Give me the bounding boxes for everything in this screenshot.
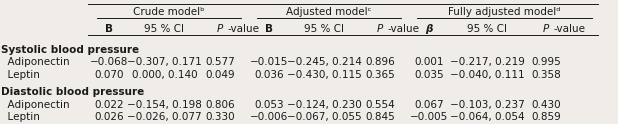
Text: Leptin: Leptin (1, 70, 40, 80)
Text: -value: -value (387, 24, 419, 34)
Text: Adjusted modelᶜ: Adjusted modelᶜ (286, 7, 372, 17)
Text: 95 % CI: 95 % CI (467, 24, 507, 34)
Text: −0.005: −0.005 (410, 112, 448, 122)
Text: 0.070: 0.070 (95, 70, 124, 80)
Text: −0.067, 0.055: −0.067, 0.055 (287, 112, 362, 122)
Text: 0.554: 0.554 (365, 100, 395, 109)
Text: Diastolic blood pressure: Diastolic blood pressure (1, 87, 145, 97)
Text: B: B (105, 24, 113, 34)
Text: Crude modelᵇ: Crude modelᵇ (133, 7, 205, 17)
Text: 0.022: 0.022 (94, 100, 124, 109)
Text: -value: -value (553, 24, 585, 34)
Text: 0.577: 0.577 (205, 58, 235, 67)
Text: Systolic blood pressure: Systolic blood pressure (1, 45, 140, 55)
Text: −0.006: −0.006 (250, 112, 288, 122)
Text: P: P (217, 24, 223, 34)
Text: 0.001: 0.001 (414, 58, 444, 67)
Text: −0.124, 0.230: −0.124, 0.230 (287, 100, 362, 109)
Text: 0.036: 0.036 (254, 70, 284, 80)
Text: 0.365: 0.365 (365, 70, 395, 80)
Text: 0.330: 0.330 (205, 112, 235, 122)
Text: Adiponectin: Adiponectin (1, 100, 70, 109)
Text: 0.806: 0.806 (205, 100, 235, 109)
Text: 0.845: 0.845 (365, 112, 395, 122)
Text: 0.358: 0.358 (531, 70, 561, 80)
Text: 0.049: 0.049 (205, 70, 235, 80)
Text: Leptin: Leptin (1, 112, 40, 122)
Text: −0.103, 0.237: −0.103, 0.237 (450, 100, 525, 109)
Text: Fully adjusted modelᵈ: Fully adjusted modelᵈ (448, 7, 561, 17)
Text: β: β (425, 24, 433, 34)
Text: 0.067: 0.067 (414, 100, 444, 109)
Text: −0.154, 0.198: −0.154, 0.198 (127, 100, 202, 109)
Text: 0.035: 0.035 (414, 70, 444, 80)
Text: −0.217, 0.219: −0.217, 0.219 (450, 58, 525, 67)
Text: B: B (265, 24, 273, 34)
Text: −0.040, 0.111: −0.040, 0.111 (450, 70, 525, 80)
Text: 0.859: 0.859 (531, 112, 561, 122)
Text: 0.026: 0.026 (94, 112, 124, 122)
Text: Adiponectin: Adiponectin (1, 58, 70, 67)
Text: −0.307, 0.171: −0.307, 0.171 (127, 58, 202, 67)
Text: 0.995: 0.995 (531, 58, 561, 67)
Text: P: P (376, 24, 383, 34)
Text: 0.000, 0.140: 0.000, 0.140 (132, 70, 197, 80)
Text: −0.026, 0.077: −0.026, 0.077 (127, 112, 201, 122)
Text: −0.245, 0.214: −0.245, 0.214 (287, 58, 362, 67)
Text: 0.430: 0.430 (531, 100, 561, 109)
Text: 95 % CI: 95 % CI (145, 24, 184, 34)
Text: −0.430, 0.115: −0.430, 0.115 (287, 70, 362, 80)
Text: 0.053: 0.053 (254, 100, 284, 109)
Text: 95 % CI: 95 % CI (305, 24, 344, 34)
Text: 0.896: 0.896 (365, 58, 395, 67)
Text: -value: -value (227, 24, 259, 34)
Text: −0.015: −0.015 (250, 58, 288, 67)
Text: P: P (543, 24, 549, 34)
Text: −0.064, 0.054: −0.064, 0.054 (450, 112, 525, 122)
Text: −0.068: −0.068 (90, 58, 129, 67)
